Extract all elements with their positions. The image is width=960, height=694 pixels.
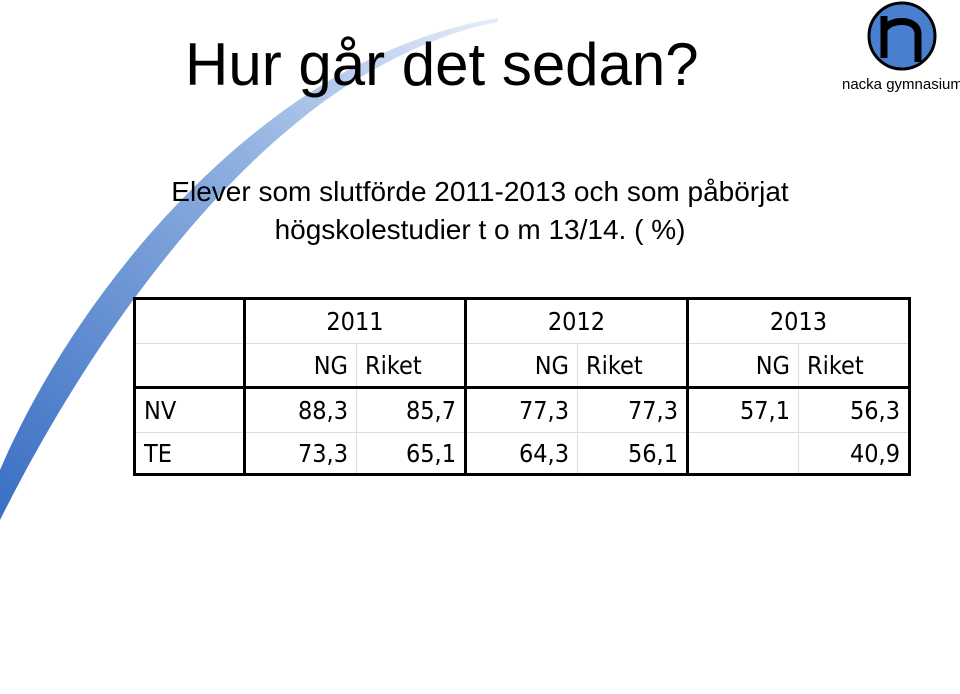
- table-cell: 56,3: [798, 387, 911, 433]
- table-cell: NG: [243, 343, 357, 389]
- table-cell: 2012: [464, 297, 688, 344]
- table-cell: Riket: [798, 343, 911, 389]
- table-cell: TE: [133, 432, 245, 476]
- table-cell: 40,9: [798, 432, 911, 476]
- table-cell: 57,1: [686, 387, 799, 433]
- table-cell: 77,3: [464, 387, 578, 433]
- subtitle: högskolestudier t o m 13/14. ( %): [274, 214, 686, 245]
- logo-circle: [867, 1, 937, 71]
- table-cell: NV: [133, 387, 245, 433]
- table-cell: 2013: [686, 297, 911, 344]
- table-cell: NG: [686, 343, 799, 389]
- table-cell: 65,1: [356, 432, 466, 476]
- table-cell: 56,1: [577, 432, 688, 476]
- table-cell: 85,7: [356, 387, 466, 433]
- table-cell: 73,3: [243, 432, 357, 476]
- table-cell: NG: [464, 343, 578, 389]
- table-cell: Riket: [356, 343, 466, 389]
- subtitle: Elever som slutförde 2011-2013 och som p…: [171, 176, 789, 207]
- table-cell: 77,3: [577, 387, 688, 433]
- table-cell: 2011: [243, 297, 466, 344]
- table: 2011 2012 2013 NG Riket NG Riket NG Riket NV 88,3 8…: [133, 297, 911, 476]
- title: Hur går det sedan?: [185, 31, 699, 98]
- logo-letter: [880, 16, 922, 62]
- table-cell: [133, 343, 245, 389]
- table-cell: Riket: [577, 343, 688, 389]
- table-cell: [133, 297, 245, 344]
- logo-text: nacka gymnasium: [842, 76, 960, 93]
- table-cell: [686, 432, 799, 476]
- table-cell: 88,3: [243, 387, 357, 433]
- table-cell: 64,3: [464, 432, 578, 476]
